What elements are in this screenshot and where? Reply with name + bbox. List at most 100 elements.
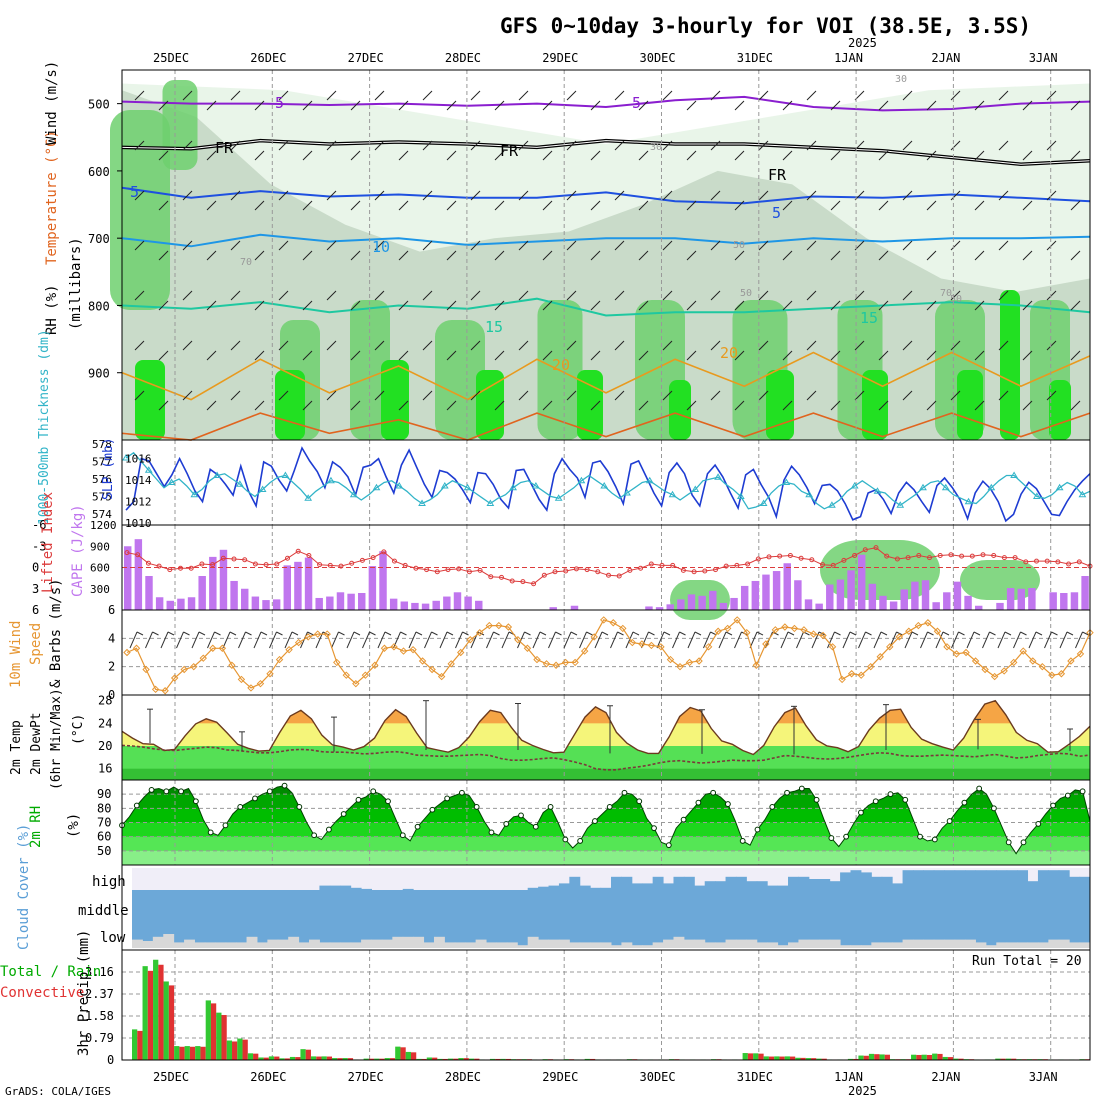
cloud-low-bar: [277, 939, 289, 948]
cape-bar: [379, 551, 387, 610]
ylabel-temperature: Temperature (°C): [44, 130, 60, 265]
thickness-tick-label: 577: [92, 456, 112, 469]
upper-wind-barb: [542, 150, 553, 161]
surface-wind-barb-flag: [849, 631, 857, 636]
wind-speed-marker: [990, 672, 999, 681]
upper-wind-barb: [470, 240, 481, 251]
upper-wind-barb: [710, 140, 721, 151]
upper-wind-barb: [206, 250, 217, 261]
rh-marker: [459, 789, 465, 796]
precip-convective-bar: [1000, 1058, 1006, 1060]
rh-bright-area: [1049, 380, 1071, 440]
upper-wind-barb: [206, 400, 217, 411]
precip-convective-bar: [853, 1058, 859, 1060]
contour-label: FR: [215, 139, 234, 157]
wind-speed-marker: [437, 672, 446, 681]
wind-speed-marker: [590, 633, 598, 641]
li-marker: [466, 569, 472, 575]
wind-speed-marker: [457, 648, 465, 657]
li-marker: [178, 565, 183, 571]
precip-convective-bar: [158, 964, 164, 1060]
contour-label: 30: [895, 74, 907, 85]
surface-wind-barb-flag: [245, 631, 252, 636]
surface-wind-barb: [377, 631, 386, 649]
precip-convective-bar: [210, 1003, 217, 1060]
surface-wind-barb-flag: [632, 631, 640, 636]
upper-wind-barb: [686, 150, 697, 161]
precip-total-bar: [995, 1058, 1001, 1060]
li-marker: [862, 547, 868, 553]
upper-wind-barb: [254, 100, 265, 111]
upper-wind-barb: [350, 100, 361, 111]
cape-bar: [953, 581, 962, 610]
cloud-low-bar: [184, 939, 195, 948]
ylabel-wind-1: 10m Wind: [8, 621, 24, 688]
surface-wind-barb-flag: [214, 631, 221, 636]
upper-wind-barb: [710, 190, 721, 201]
ylabel-millibars: (millibars): [68, 237, 84, 330]
thickness-line: [125, 451, 1091, 510]
upper-wind-barb: [230, 190, 241, 201]
surface-wind-barb: [734, 631, 742, 649]
upper-wind-barb: [926, 150, 937, 161]
li-marker: [541, 572, 547, 578]
upper-wind-barb: [950, 390, 961, 401]
cloud-low-bar: [808, 939, 820, 948]
cloud-low-bar: [309, 939, 320, 948]
wind-speed-marker: [485, 621, 494, 630]
wind-speed-marker: [952, 650, 961, 658]
upper-wind-barb: [878, 100, 889, 111]
cloud-high-bar: [954, 870, 966, 890]
li-marker: [306, 552, 312, 558]
wind-speed-marker: [275, 655, 284, 664]
ylabel-temp-0: 2m Temp: [9, 720, 24, 775]
upper-wind-barb: [422, 390, 433, 401]
upper-wind-barb: [566, 340, 577, 351]
upper-wind-barb: [830, 200, 841, 211]
cloud-level-label: high: [92, 874, 126, 890]
upper-wind-barb: [206, 150, 217, 161]
upper-wind-barb: [878, 400, 889, 411]
li-marker: [231, 556, 237, 562]
contour-temp-20: [121, 351, 1091, 401]
upper-wind-barb: [662, 140, 673, 151]
rh-marker: [429, 806, 436, 813]
wind-speed-marker: [933, 627, 942, 635]
cape-bar: [911, 581, 919, 610]
upper-wind-barb: [566, 240, 577, 251]
upper-wind-barb: [134, 140, 145, 151]
li-marker: [509, 578, 515, 584]
surface-wind-barb: [687, 631, 696, 649]
cape-bar: [719, 602, 728, 610]
surface-wind-barb-flag: [198, 631, 206, 636]
precip-convective-bar: [432, 1057, 438, 1060]
surface-wind-barb-flag: [338, 631, 345, 636]
upper-wind-barb: [566, 290, 577, 301]
upper-wind-barb: [998, 240, 1009, 251]
li-marker: [638, 565, 644, 571]
cloud-high-bar: [788, 876, 799, 890]
surface-wind-barb-flag: [787, 631, 795, 636]
surface-wind-barb: [129, 631, 138, 649]
cloud-high-bar: [548, 885, 560, 890]
wind-speed-marker: [866, 662, 875, 671]
thickness-marker: [1010, 471, 1018, 478]
rh-marker: [385, 798, 391, 805]
upper-wind-barb: [590, 150, 601, 161]
upper-wind-barb: [470, 140, 481, 151]
cape-bar: [294, 561, 302, 610]
cloud-low-bar: [1006, 942, 1018, 948]
thickness-marker: [327, 476, 335, 484]
cloud-high-bar: [829, 881, 841, 890]
li-marker: [980, 552, 986, 558]
upper-wind-barb: [782, 150, 793, 161]
upper-wind-barb: [998, 140, 1009, 151]
precip-convective-bar: [263, 1057, 269, 1060]
wind-speed-marker: [495, 621, 503, 630]
cloud-high-bar: [694, 885, 706, 890]
precip-convective-bar: [179, 1046, 185, 1060]
cloud-high-bar: [558, 883, 570, 890]
li-marker: [349, 560, 355, 566]
cape-bar: [315, 597, 323, 610]
slp-tick-label: 1016: [125, 453, 152, 466]
